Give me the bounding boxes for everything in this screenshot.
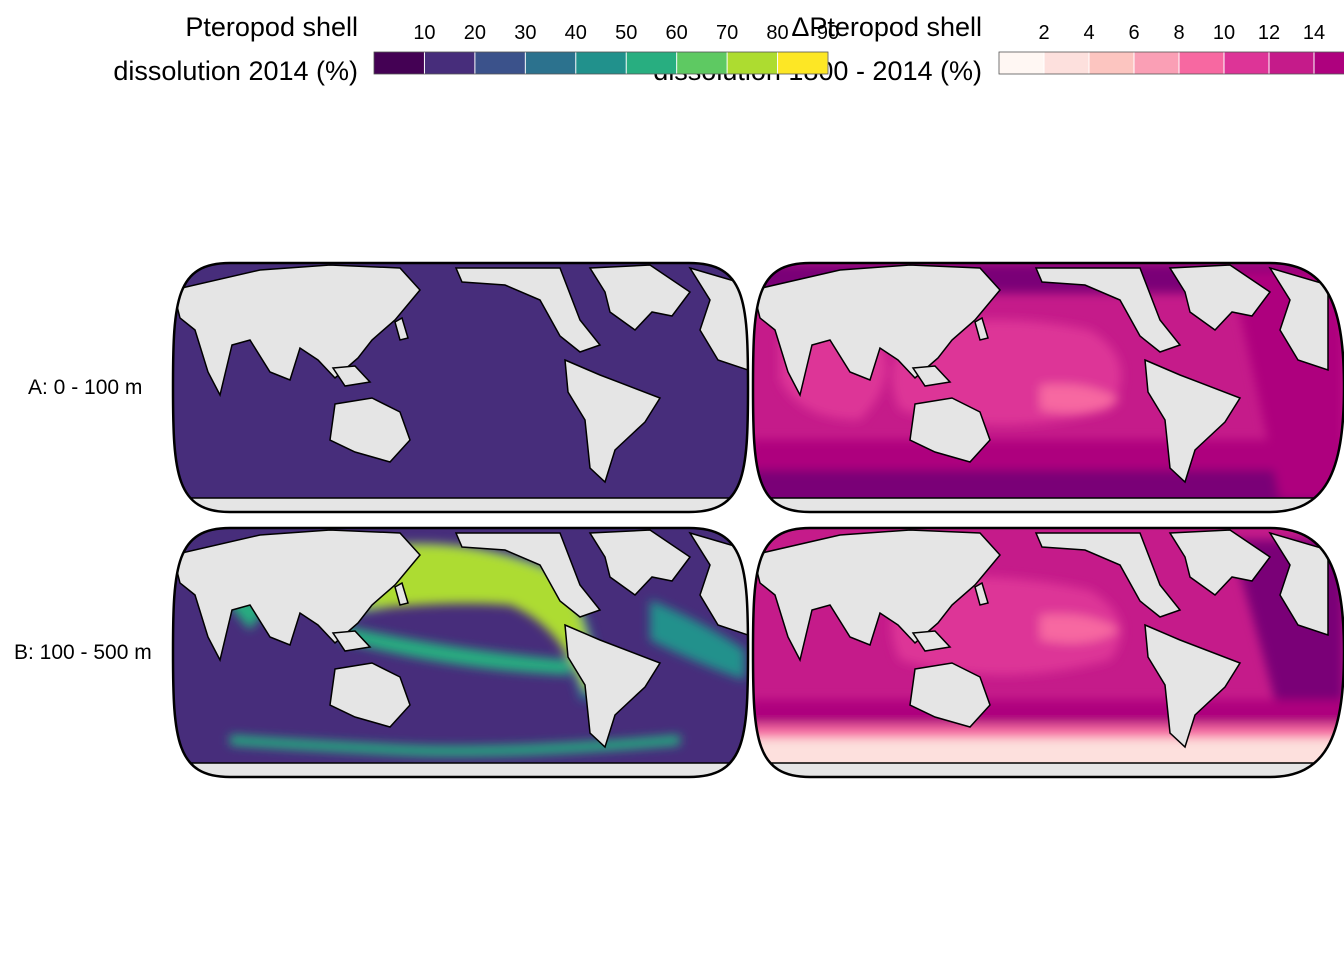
colorbar-segment: [626, 52, 678, 74]
colorbar-segment: [676, 52, 728, 74]
colorbar-segment: [727, 52, 779, 74]
colorbar-outline: [373, 51, 829, 75]
colorbar-tick-label: 50: [615, 22, 637, 44]
colorbar-tick-label: 10: [413, 22, 435, 44]
colorbar-tick-label: 8: [1173, 22, 1184, 44]
colorbar-segment: [1224, 52, 1270, 74]
map-b-dissolution: [171, 526, 750, 779]
row-label-a: A: 0 - 100 m: [28, 376, 143, 399]
colorbar-dissolution-2014: 10 20 30 40 50 60 70 80 90: [373, 22, 839, 75]
map-border: [171, 261, 750, 514]
colorbar-tick-label: 4: [1083, 22, 1094, 44]
map-a-dissolution: [171, 261, 750, 514]
colorbar-segment: [374, 52, 425, 74]
colorbar-segment: [1269, 52, 1315, 74]
colorbar-segment: [777, 52, 829, 74]
colorbar-segment: [1179, 52, 1225, 74]
colorbar-segment: [525, 52, 577, 74]
colorbar-tick-label: 80: [766, 22, 788, 44]
colorbar-tick-label: 14: [1303, 22, 1325, 44]
colorbar-tick-label: 2: [1038, 22, 1049, 44]
colorbar-segment: [474, 52, 526, 74]
colorbar-segment: [1089, 52, 1135, 74]
colorbar-segment: [424, 52, 476, 74]
colorbar-tick-label: 70: [716, 22, 738, 44]
colorbar-tick-label: 60: [666, 22, 688, 44]
map-border: [751, 261, 1344, 514]
legend-title-dissolution-2014: Pteropod shell dissolution 2014 (%): [113, 12, 358, 86]
map-b-delta: [751, 526, 1344, 779]
colorbar-tick-label: 30: [514, 22, 536, 44]
map-a-delta: [751, 261, 1344, 514]
colorbar-segment: [575, 52, 627, 74]
colorbar-tick-label: 40: [565, 22, 587, 44]
map-border: [171, 526, 750, 779]
colorbar-segment: [1134, 52, 1180, 74]
colorbar-tick-label: 10: [1213, 22, 1235, 44]
colorbar-segment: [1314, 52, 1344, 74]
map-border: [751, 526, 1344, 779]
colorbar-tick-label: 90: [817, 22, 839, 44]
colorbar-tick-label: 12: [1258, 22, 1280, 44]
colorbar-segment: [1044, 52, 1090, 74]
colorbar-delta-dissolution: 2 4 6 8 10 12 14: [998, 22, 1344, 75]
row-label-b: B: 100 - 500 m: [14, 641, 152, 664]
colorbar-segment: [999, 52, 1045, 74]
colorbar-tick-label: 6: [1128, 22, 1139, 44]
colorbar-tick-label: 20: [464, 22, 486, 44]
colorbar-outline: [998, 51, 1344, 75]
